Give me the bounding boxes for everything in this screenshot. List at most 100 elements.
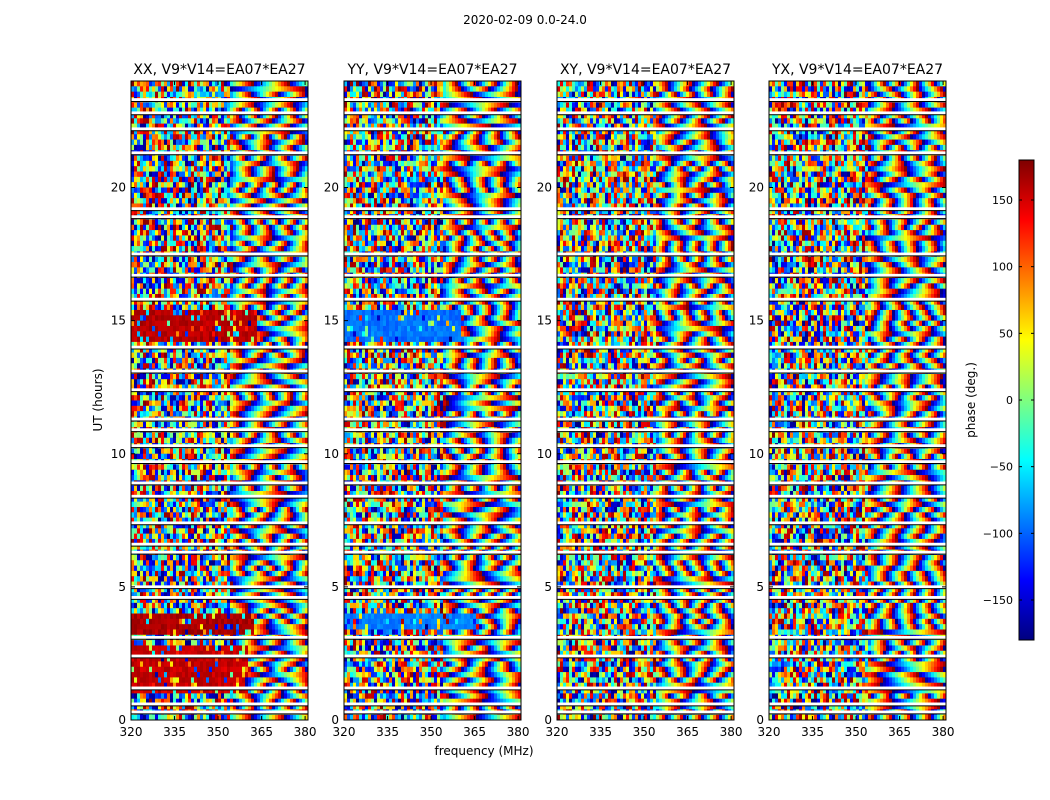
- flagged-gap: [131, 369, 308, 373]
- x-tick-label: 350: [633, 725, 656, 739]
- flagged-gap: [344, 550, 521, 554]
- x-tick-label: 335: [589, 725, 612, 739]
- y-tick-label: 15: [749, 314, 764, 328]
- flagged-gap: [769, 654, 946, 658]
- y-tick-label: 0: [756, 713, 764, 727]
- flagged-gap: [131, 388, 308, 392]
- flagged-gap: [344, 481, 521, 485]
- flagged-gap: [344, 686, 521, 690]
- flagged-gap: [557, 444, 734, 448]
- flagged-gap: [769, 444, 946, 448]
- flagged-gap: [769, 710, 946, 714]
- flagged-gap: [131, 585, 308, 589]
- flagged-gap: [131, 596, 308, 600]
- flagged-gap: [769, 252, 946, 256]
- flagged-gap: [344, 98, 521, 102]
- x-tick-label: 335: [801, 725, 824, 739]
- flagged-gap: [344, 702, 521, 706]
- flagged-gap: [344, 111, 521, 115]
- flagged-gap: [344, 369, 521, 373]
- flagged-gap: [769, 273, 946, 277]
- x-tick-label: 320: [546, 725, 569, 739]
- flagged-gap: [557, 635, 734, 639]
- flagged-gap: [557, 273, 734, 277]
- flagged-gap: [344, 345, 521, 349]
- flagged-gap: [131, 481, 308, 485]
- flagged-gap: [131, 345, 308, 349]
- flagged-gap: [769, 596, 946, 600]
- panel-yx-title: YX, V9*V14=EA07*EA27: [771, 62, 943, 78]
- y-tick-label: 15: [537, 314, 552, 328]
- x-tick-label: 365: [250, 725, 273, 739]
- colorbar-tick-label: −150: [983, 594, 1013, 607]
- flagged-gap: [769, 151, 946, 155]
- flagged-gap: [557, 654, 734, 658]
- y-tick-label: 20: [749, 181, 764, 195]
- flagged-gap: [344, 635, 521, 639]
- flagged-gap: [557, 151, 734, 155]
- y-tick-label: 20: [111, 181, 126, 195]
- flagged-gap: [557, 542, 734, 546]
- y-tick-label: 10: [324, 447, 339, 461]
- flagged-gap: [131, 460, 308, 464]
- flagged-gap: [344, 585, 521, 589]
- flagged-gap: [344, 151, 521, 155]
- flagged-gap: [131, 215, 308, 219]
- panel-yx-heatmap: [769, 81, 946, 720]
- flagged-gap: [131, 444, 308, 448]
- flagged-gap: [344, 596, 521, 600]
- flagged-gap: [131, 151, 308, 155]
- flagged-gap: [131, 521, 308, 525]
- flagged-gap: [344, 417, 521, 421]
- colorbar-tick-label: 50: [999, 327, 1013, 340]
- flagged-gap: [769, 428, 946, 432]
- flagged-gap: [557, 702, 734, 706]
- y-axis-label: UT (hours): [91, 368, 105, 431]
- flagged-gap: [769, 686, 946, 690]
- flagged-gap: [344, 252, 521, 256]
- y-tick-label: 0: [544, 713, 552, 727]
- flagged-gap: [769, 417, 946, 421]
- y-tick-label: 5: [756, 580, 764, 594]
- flagged-gap: [344, 273, 521, 277]
- colorbar-tick-label: 100: [992, 261, 1013, 274]
- flagged-gap: [344, 297, 521, 301]
- flagged-gap: [344, 207, 521, 211]
- flagged-gap: [557, 127, 734, 131]
- flagged-gap: [557, 252, 734, 256]
- flagged-gap: [557, 710, 734, 714]
- x-tick-label: 350: [845, 725, 868, 739]
- panel-xx-title: XX, V9*V14=EA07*EA27: [133, 62, 305, 78]
- flagged-gap: [131, 252, 308, 256]
- x-tick-label: 380: [720, 725, 743, 739]
- panel-yx-frame: [768, 80, 947, 721]
- x-tick-label: 365: [676, 725, 699, 739]
- panel-xx-heatmap: [131, 81, 308, 720]
- panel-xy-title: XY, V9*V14=EA07*EA27: [560, 62, 731, 78]
- flagged-gap: [131, 297, 308, 301]
- flagged-gap: [131, 494, 308, 498]
- flagged-gap: [344, 654, 521, 658]
- flagged-gap: [131, 686, 308, 690]
- flagged-gap: [344, 521, 521, 525]
- flagged-gap: [131, 207, 308, 211]
- y-tick-label: 5: [544, 580, 552, 594]
- y-tick-label: 20: [537, 181, 552, 195]
- flagged-gap: [344, 388, 521, 392]
- x-tick-label: 380: [932, 725, 955, 739]
- flagged-gap: [131, 702, 308, 706]
- y-tick-label: 0: [331, 713, 339, 727]
- colorbar-tick-label: −100: [983, 527, 1013, 540]
- flagged-gap: [344, 215, 521, 219]
- flagged-gap: [769, 388, 946, 392]
- x-axis-label: frequency (MHz): [434, 744, 533, 758]
- flagged-gap: [769, 635, 946, 639]
- panel-xy-frame: [556, 80, 735, 721]
- flagged-gap: [557, 460, 734, 464]
- x-tick-label: 320: [758, 725, 781, 739]
- y-tick-label: 15: [324, 314, 339, 328]
- flagged-gap: [769, 345, 946, 349]
- y-tick-label: 0: [118, 713, 126, 727]
- flagged-gap: [557, 369, 734, 373]
